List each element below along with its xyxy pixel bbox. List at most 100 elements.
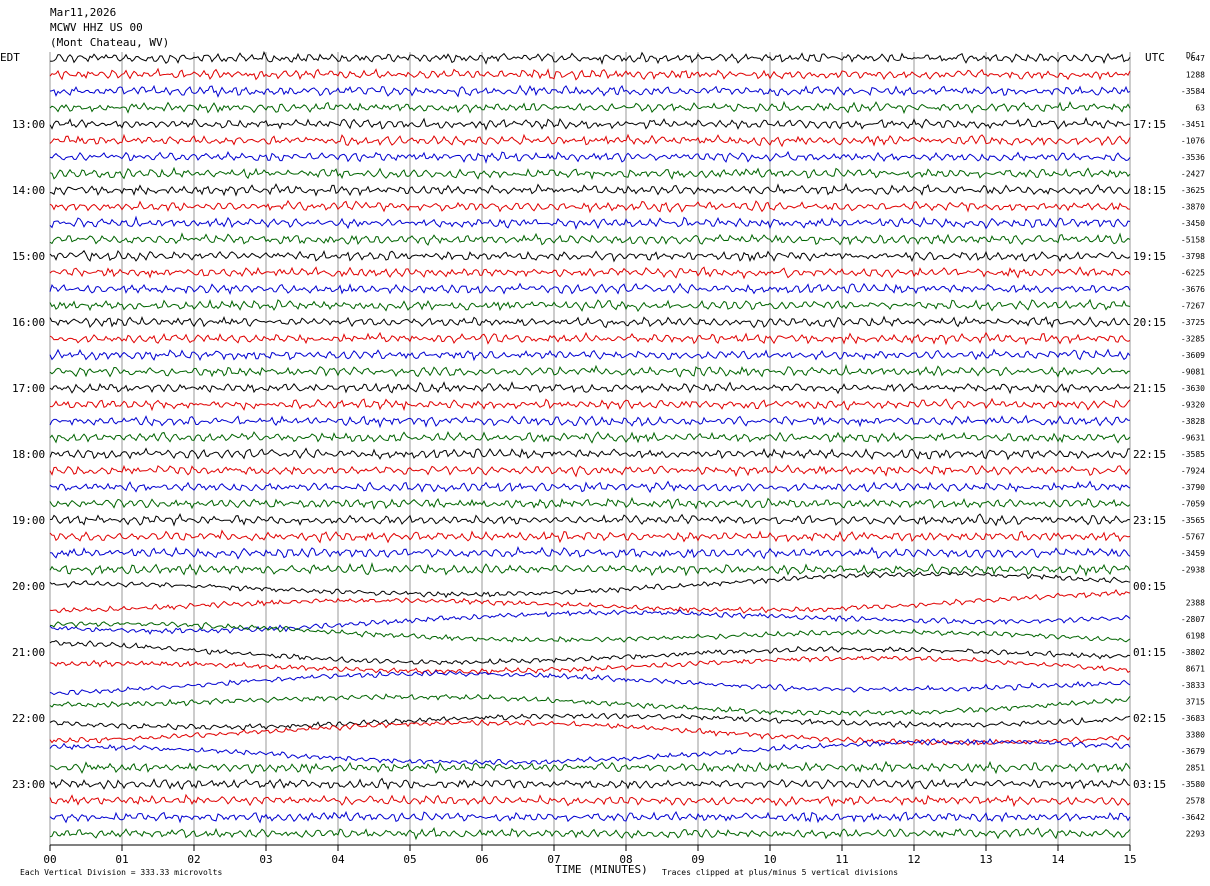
dc-offset-label: -3790 <box>1181 483 1205 492</box>
dc-offset-label: -3802 <box>1181 648 1205 657</box>
trace-47-blue <box>49 810 1131 824</box>
dc-offset-label: 2851 <box>1186 764 1205 773</box>
trace-37-black <box>49 640 1131 666</box>
dc-offset-label: -3679 <box>1181 747 1205 756</box>
dc-offset-label: -3580 <box>1181 780 1205 789</box>
trace-38-red <box>49 655 1131 676</box>
right-hour-label: 17:15 <box>1133 118 1166 131</box>
trace-5-black <box>49 116 1131 131</box>
trace-28-green <box>49 496 1131 510</box>
trace-27-blue <box>49 480 1131 494</box>
dc-offset-label: -2807 <box>1181 615 1205 624</box>
left-hour-label: 18:00 <box>12 448 45 461</box>
trace-20-green <box>49 364 1131 378</box>
dc-offset-label: -9631 <box>1181 434 1205 443</box>
trace-16-green <box>49 298 1131 312</box>
clip-note: Traces clipped at plus/minus 5 vertical … <box>662 868 898 877</box>
right-hour-label: 19:15 <box>1133 250 1166 263</box>
right-hour-label: 03:15 <box>1133 778 1166 791</box>
trace-25-black <box>49 447 1131 461</box>
dc-offset-label: -3870 <box>1181 203 1205 212</box>
dc-offset-label: -3642 <box>1181 813 1205 822</box>
trace-35-blue <box>49 608 1131 635</box>
left-hour-label: 13:00 <box>12 118 45 131</box>
right-hour-label: 22:15 <box>1133 448 1166 461</box>
dc-offset-label: -3630 <box>1181 384 1205 393</box>
dc-offset-label: -3565 <box>1181 516 1205 525</box>
x-tick-label-05: 05 <box>403 853 416 866</box>
dc-offset-label: -6225 <box>1181 269 1205 278</box>
dc-offset-label: -9320 <box>1181 401 1205 410</box>
trace-44-green <box>49 760 1131 775</box>
dc-offset-label: 63 <box>1195 104 1205 113</box>
right-hour-label: 23:15 <box>1133 514 1166 527</box>
trace-12-green <box>49 232 1131 246</box>
right-hour-label: 01:15 <box>1133 646 1166 659</box>
dc-offset-label: -9081 <box>1181 368 1205 377</box>
trace-11-blue <box>49 215 1131 230</box>
trace-31-blue <box>49 545 1131 560</box>
trace-8-green <box>49 166 1131 180</box>
trace-26-red <box>49 464 1131 478</box>
trace-19-blue <box>49 348 1131 362</box>
dc-offset-label: -7267 <box>1181 302 1205 311</box>
trace-10-red <box>49 199 1131 214</box>
trace-9-black <box>49 182 1131 197</box>
axis-labels: 00 01 02 03 04 05 06 07 08 09 10 11 12 13 14 15 -647 1288… <box>12 54 1205 866</box>
dc-offset-label: -3833 <box>1181 681 1205 690</box>
dc-offset-label: -5158 <box>1181 236 1205 245</box>
dc-offset-label: -3609 <box>1181 351 1205 360</box>
left-hour-label: 14:00 <box>12 184 45 197</box>
trace-6-red <box>49 133 1131 148</box>
x-tick-label-10: 10 <box>763 853 776 866</box>
dc-offset-label: -3450 <box>1181 219 1205 228</box>
x-tick-label-01: 01 <box>115 853 128 866</box>
trace-42-red <box>49 718 1131 747</box>
dc-offset-label: -2427 <box>1181 170 1205 179</box>
dc-offset-label: -3536 <box>1181 153 1205 162</box>
dc-offset-label: -3459 <box>1181 549 1205 558</box>
x-tick-label-03: 03 <box>259 853 272 866</box>
dc-offset-label: -3285 <box>1181 335 1205 344</box>
dc-offset-label: -3828 <box>1181 417 1205 426</box>
grid-lines <box>49 52 1131 851</box>
trace-33-black <box>49 571 1131 599</box>
dc-offset-label: -3683 <box>1181 714 1205 723</box>
left-hour-label: 22:00 <box>12 712 45 725</box>
trace-3-blue <box>49 84 1131 98</box>
dc-offset-label: -3451 <box>1181 120 1205 129</box>
x-tick-label-00: 00 <box>43 853 56 866</box>
left-hour-label: 20:00 <box>12 580 45 593</box>
left-hour-label: 16:00 <box>12 316 45 329</box>
right-timezone-label: UTC <box>1145 51 1165 64</box>
left-hour-label: 23:00 <box>12 778 45 791</box>
x-tick-label-07: 07 <box>547 853 560 866</box>
trace-40-green <box>49 693 1131 717</box>
trace-21-black <box>49 381 1131 395</box>
seismic-traces <box>49 50 1131 841</box>
trace-4-green <box>49 100 1131 115</box>
x-tick-label-08: 08 <box>619 853 632 866</box>
left-hour-label: 17:00 <box>12 382 45 395</box>
dc-offset-label: -647 <box>1186 54 1205 63</box>
header-date: Mar11,2026 <box>50 6 116 19</box>
trace-23-blue <box>49 414 1131 429</box>
right-hour-label: 21:15 <box>1133 382 1166 395</box>
x-tick-label-14: 14 <box>1051 853 1065 866</box>
dc-offset-label: -3798 <box>1181 252 1205 261</box>
dc-offset-label: -3625 <box>1181 186 1205 195</box>
dc-offset-label: 2578 <box>1186 797 1205 806</box>
dc-offset-label: -2938 <box>1181 566 1205 575</box>
x-tick-label-06: 06 <box>475 853 488 866</box>
header-station: MCWV HHZ US 00 <box>50 21 143 34</box>
right-hour-label: 00:15 <box>1133 580 1166 593</box>
dc-offset-label: -3676 <box>1181 285 1205 294</box>
trace-13-black <box>49 249 1131 263</box>
x-tick-label-04: 04 <box>331 853 345 866</box>
dc-offset-label: -3584 <box>1181 87 1205 96</box>
trace-22-red <box>49 397 1131 412</box>
left-timezone-label: EDT <box>0 51 20 64</box>
trace-18-red <box>49 331 1131 346</box>
dc-offset-label: -7924 <box>1181 467 1205 476</box>
